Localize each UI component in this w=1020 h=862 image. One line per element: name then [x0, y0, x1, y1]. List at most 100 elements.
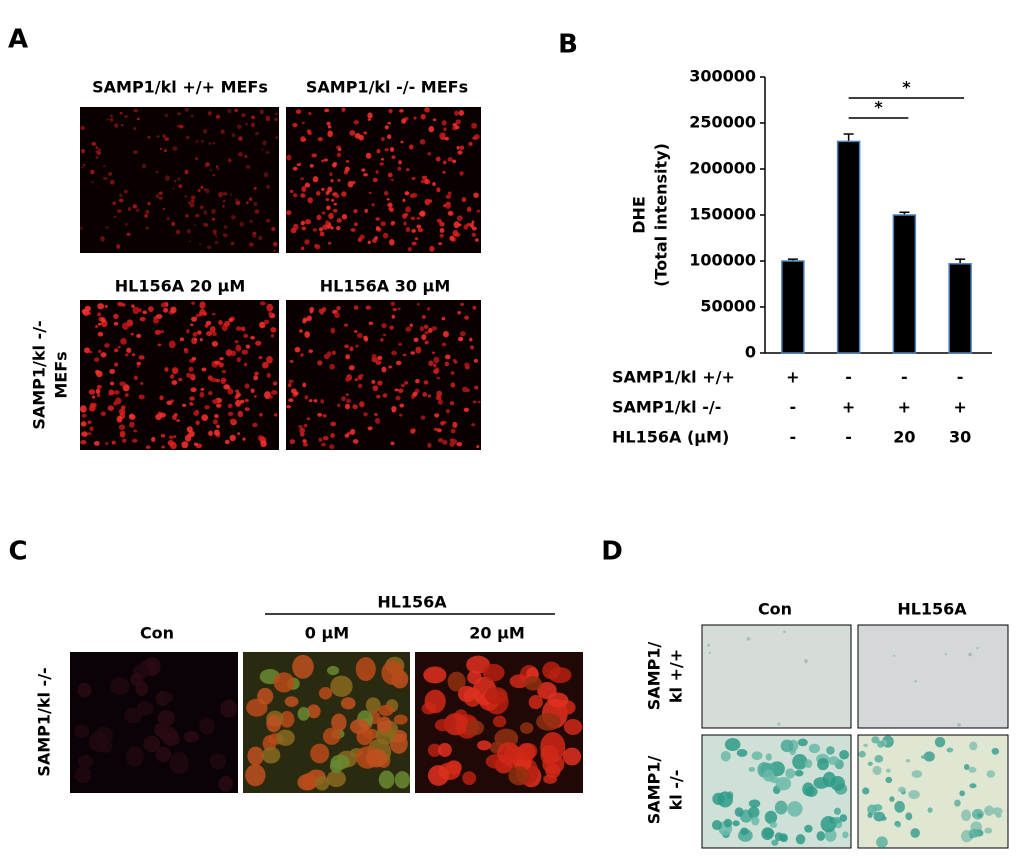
cell [344, 433, 350, 438]
cell [453, 221, 460, 229]
cell [110, 677, 130, 696]
condition-cell: + [898, 398, 911, 417]
cell [89, 426, 94, 431]
cell [321, 211, 326, 215]
y-tick-label: 300000 [689, 67, 756, 86]
cell [439, 233, 444, 238]
cell [347, 180, 354, 188]
cell [192, 331, 198, 337]
cell [434, 719, 452, 732]
cell [253, 186, 257, 190]
cell [214, 414, 219, 419]
cell [133, 150, 138, 154]
cell [210, 377, 217, 383]
cell [463, 224, 469, 230]
cell [181, 403, 187, 407]
cell [231, 215, 236, 220]
cell [205, 320, 212, 326]
cell [528, 695, 543, 710]
cell [804, 659, 808, 664]
condition-cell: + [953, 398, 966, 417]
cell [132, 204, 138, 209]
cell [393, 714, 408, 725]
cell [200, 205, 204, 210]
cell [771, 839, 779, 846]
cell [442, 440, 448, 445]
cell [344, 403, 351, 410]
cell [920, 755, 926, 759]
cell [273, 672, 295, 693]
cell [80, 125, 86, 131]
cell [377, 355, 383, 361]
cell [130, 672, 144, 687]
cell [400, 383, 405, 388]
cell [317, 412, 323, 417]
cell [402, 353, 407, 357]
cell [138, 394, 145, 400]
cell [313, 399, 318, 403]
cell [734, 807, 744, 817]
cell [205, 331, 213, 337]
cell [751, 751, 763, 761]
cell [410, 351, 416, 355]
cell [321, 442, 326, 447]
cell [405, 226, 411, 233]
cell [344, 323, 349, 327]
cell [434, 413, 440, 418]
cell [120, 337, 127, 345]
cell [228, 159, 231, 162]
cell [172, 146, 178, 151]
cell [427, 327, 433, 333]
cell [166, 400, 173, 406]
cell [460, 302, 464, 306]
cell [199, 243, 202, 245]
cell [327, 665, 340, 676]
cell [195, 213, 200, 218]
cell [317, 360, 323, 366]
y-tick-label: 50000 [700, 297, 756, 316]
cell [209, 168, 213, 171]
cell [457, 685, 476, 703]
significance-label: * [902, 78, 911, 97]
cell [977, 813, 983, 818]
cell [260, 440, 267, 448]
cell [309, 163, 314, 168]
cell [219, 357, 224, 361]
cell [104, 442, 109, 445]
cell [195, 157, 198, 160]
cell [235, 344, 242, 352]
cell [147, 201, 151, 206]
cell [547, 692, 569, 708]
cell [293, 223, 298, 228]
cell [177, 112, 182, 116]
cell [740, 827, 749, 836]
cell [372, 385, 379, 392]
cell [309, 310, 313, 314]
condition-label: SAMP1/kl -/- [612, 398, 721, 417]
cell [184, 348, 189, 354]
cell [236, 357, 241, 363]
micrograph [243, 652, 410, 793]
cell [354, 378, 358, 382]
cell [155, 413, 162, 421]
cell [230, 241, 235, 246]
cell [458, 223, 462, 227]
cell [380, 221, 387, 226]
cell [216, 114, 221, 119]
cell [876, 836, 888, 848]
cell [334, 312, 340, 319]
cell [259, 412, 263, 417]
cell [424, 107, 430, 113]
cell [103, 176, 108, 181]
cell [266, 372, 271, 378]
cell [457, 336, 464, 342]
cell [193, 442, 198, 446]
cell [471, 220, 475, 224]
cell [212, 399, 219, 405]
cell [388, 365, 392, 369]
cell [968, 828, 980, 838]
cell [420, 415, 426, 420]
cell [775, 776, 792, 791]
cell [516, 743, 536, 762]
cell [300, 193, 306, 198]
